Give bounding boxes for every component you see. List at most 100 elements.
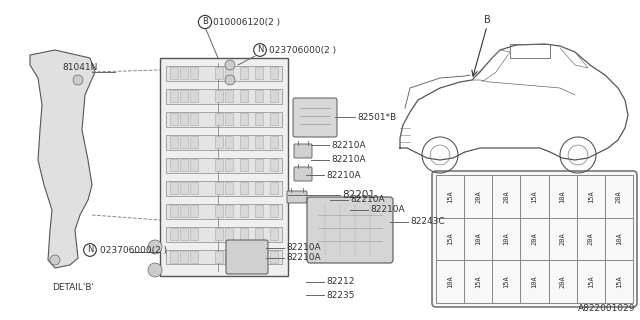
- Bar: [255, 182, 263, 194]
- Bar: [492, 218, 520, 260]
- Bar: [180, 228, 188, 240]
- Polygon shape: [30, 50, 95, 268]
- Text: 20A: 20A: [503, 190, 509, 203]
- Bar: [166, 250, 282, 265]
- Text: 15A: 15A: [447, 233, 453, 245]
- Bar: [215, 251, 223, 263]
- Text: 15A: 15A: [503, 275, 509, 288]
- Bar: [520, 175, 548, 218]
- FancyBboxPatch shape: [226, 240, 268, 274]
- Bar: [270, 182, 278, 194]
- Text: 10A: 10A: [447, 275, 453, 288]
- Bar: [190, 136, 198, 148]
- Bar: [240, 68, 248, 79]
- Bar: [548, 218, 577, 260]
- Bar: [255, 205, 263, 217]
- Text: 82210A: 82210A: [370, 205, 404, 214]
- Text: 15A: 15A: [588, 275, 594, 288]
- Bar: [180, 113, 188, 125]
- Text: N: N: [257, 45, 263, 54]
- Bar: [166, 227, 282, 242]
- Circle shape: [73, 75, 83, 85]
- Bar: [436, 218, 464, 260]
- Bar: [180, 251, 188, 263]
- Bar: [215, 205, 223, 217]
- Bar: [225, 136, 233, 148]
- Bar: [240, 136, 248, 148]
- Bar: [255, 68, 263, 79]
- Text: 82235: 82235: [326, 291, 355, 300]
- Text: 82210A: 82210A: [331, 156, 365, 164]
- Bar: [270, 136, 278, 148]
- Bar: [270, 159, 278, 171]
- Text: 10A: 10A: [531, 275, 538, 288]
- Text: 15A: 15A: [531, 190, 538, 203]
- Text: B: B: [202, 18, 208, 27]
- Text: 81041N: 81041N: [62, 63, 97, 73]
- Bar: [170, 228, 178, 240]
- Circle shape: [225, 60, 235, 70]
- Bar: [225, 251, 233, 263]
- Bar: [215, 113, 223, 125]
- Text: 20A: 20A: [588, 233, 594, 245]
- Bar: [180, 68, 188, 79]
- Bar: [225, 228, 233, 240]
- Bar: [240, 205, 248, 217]
- Circle shape: [148, 240, 162, 254]
- Bar: [160, 58, 288, 276]
- Bar: [180, 91, 188, 102]
- Bar: [255, 91, 263, 102]
- FancyBboxPatch shape: [287, 191, 307, 203]
- Bar: [190, 68, 198, 79]
- Bar: [190, 182, 198, 194]
- Text: 20A: 20A: [616, 190, 622, 203]
- Bar: [270, 91, 278, 102]
- Bar: [190, 205, 198, 217]
- Bar: [180, 136, 188, 148]
- Bar: [190, 228, 198, 240]
- Circle shape: [148, 263, 162, 277]
- Bar: [180, 159, 188, 171]
- Bar: [548, 175, 577, 218]
- Bar: [464, 218, 492, 260]
- Bar: [240, 251, 248, 263]
- Text: 82210A: 82210A: [286, 244, 321, 252]
- FancyBboxPatch shape: [432, 171, 637, 307]
- Bar: [215, 136, 223, 148]
- Bar: [166, 204, 282, 219]
- Bar: [225, 68, 233, 79]
- Bar: [166, 181, 282, 196]
- Bar: [190, 91, 198, 102]
- Bar: [577, 218, 605, 260]
- Text: 010006120(2 ): 010006120(2 ): [213, 18, 280, 27]
- Bar: [464, 260, 492, 303]
- Text: 10A: 10A: [476, 233, 481, 245]
- Bar: [255, 251, 263, 263]
- Bar: [255, 113, 263, 125]
- Bar: [215, 182, 223, 194]
- Text: B: B: [484, 15, 490, 25]
- Bar: [510, 44, 550, 58]
- Bar: [520, 218, 548, 260]
- Text: 82210A: 82210A: [331, 140, 365, 149]
- Bar: [270, 251, 278, 263]
- Bar: [170, 251, 178, 263]
- Text: 20A: 20A: [559, 233, 566, 245]
- Bar: [492, 260, 520, 303]
- Text: 20A: 20A: [531, 233, 538, 245]
- Bar: [166, 112, 282, 127]
- Bar: [225, 91, 233, 102]
- Bar: [225, 159, 233, 171]
- Bar: [270, 228, 278, 240]
- Bar: [180, 182, 188, 194]
- Bar: [170, 182, 178, 194]
- Bar: [170, 136, 178, 148]
- Bar: [225, 205, 233, 217]
- Bar: [240, 159, 248, 171]
- Bar: [240, 113, 248, 125]
- Bar: [270, 68, 278, 79]
- Bar: [436, 260, 464, 303]
- Text: 20A: 20A: [476, 190, 481, 203]
- Bar: [166, 158, 282, 173]
- Bar: [577, 260, 605, 303]
